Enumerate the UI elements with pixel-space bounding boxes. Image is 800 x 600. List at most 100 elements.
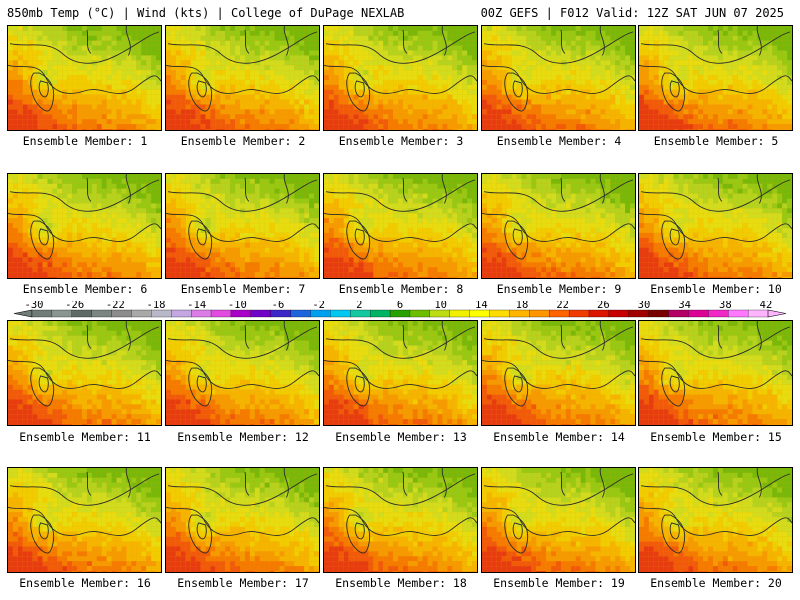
ensemble-member-caption: Ensemble Member: 9 xyxy=(496,282,622,296)
colorbar-swatch xyxy=(688,309,709,318)
ensemble-member-caption: Ensemble Member: 6 xyxy=(22,282,148,296)
colorbar-swatch xyxy=(131,309,152,318)
colorbar-swatch xyxy=(588,309,610,318)
colorbar-swatch xyxy=(389,309,411,318)
colorbar-swatch xyxy=(489,309,510,318)
colorbar-swatch xyxy=(171,309,192,318)
ensemble-member-map xyxy=(7,467,162,573)
ensemble-member-map xyxy=(638,320,793,426)
ensemble-member-map xyxy=(323,25,478,131)
colorbar-tick-label: 26 xyxy=(597,301,610,311)
colorbar-tick-label: -2 xyxy=(312,301,325,311)
ensemble-member-caption: Ensemble Member: 13 xyxy=(335,430,467,444)
colorbar-tick-label: -26 xyxy=(65,301,84,311)
colorbar-tick-label: -30 xyxy=(25,301,44,311)
colorbar-swatch xyxy=(91,309,113,318)
ensemble-member-map xyxy=(165,25,320,131)
colorbar-swatch xyxy=(330,309,351,318)
ensemble-member-map xyxy=(638,25,793,131)
colorbar-swatch xyxy=(568,309,590,318)
colorbar-tick-label: -22 xyxy=(106,301,125,311)
ensemble-member-map xyxy=(7,173,162,279)
colorbar-swatch xyxy=(728,309,749,318)
colorbar-swatch xyxy=(469,309,490,318)
colorbar-swatch xyxy=(310,309,331,318)
run-valid-time: 00Z GEFS | F012 Valid: 12Z SAT JUN 07 20… xyxy=(480,6,784,20)
colorbar-swatch xyxy=(290,309,311,318)
colorbar-swatch xyxy=(31,309,53,318)
colorbar-tick-label: 42 xyxy=(760,301,773,311)
colorbar-swatch xyxy=(210,309,232,318)
colorbar-swatch xyxy=(151,309,172,318)
ensemble-member-map xyxy=(323,173,478,279)
colorbar-tick-label: 18 xyxy=(516,301,529,311)
ensemble-member-caption: Ensemble Member: 16 xyxy=(19,576,151,590)
ensemble-member-caption: Ensemble Member: 18 xyxy=(335,576,467,590)
ensemble-member-map xyxy=(481,25,636,131)
ensemble-member-map xyxy=(165,320,320,426)
colorbar-tick-label: -10 xyxy=(228,301,247,311)
colorbar-swatch xyxy=(71,309,93,318)
colorbar-swatch xyxy=(668,309,689,318)
colorbar-swatch xyxy=(230,309,252,318)
ensemble-member-map xyxy=(7,25,162,131)
ensemble-member-caption: Ensemble Member: 15 xyxy=(650,430,782,444)
ensemble-member-caption: Ensemble Member: 8 xyxy=(338,282,464,296)
ensemble-member-caption: Ensemble Member: 7 xyxy=(180,282,306,296)
ensemble-member-map xyxy=(638,173,793,279)
ensemble-member-caption: Ensemble Member: 3 xyxy=(338,134,464,148)
ensemble-member-caption: Ensemble Member: 1 xyxy=(22,134,148,148)
colorbar-swatch xyxy=(648,309,669,318)
colorbar-swatch xyxy=(509,309,530,318)
ensemble-member-map xyxy=(323,467,478,573)
ensemble-member-map xyxy=(481,173,636,279)
ensemble-member-caption: Ensemble Member: 19 xyxy=(493,576,625,590)
colorbar-swatch xyxy=(429,309,451,318)
colorbar-swatch xyxy=(747,309,769,318)
colorbar-swatch xyxy=(529,309,550,318)
colorbar-swatch xyxy=(549,309,570,318)
colorbar-swatch xyxy=(350,309,371,318)
ensemble-member-caption: Ensemble Member: 14 xyxy=(493,430,625,444)
colorbar-high-arrow xyxy=(767,309,786,318)
colorbar-swatch xyxy=(409,309,431,318)
ensemble-member-caption: Ensemble Member: 20 xyxy=(650,576,782,590)
temperature-colorbar: -30 -26 -22 -18 -14 -10 -6 -2 2 6 10 14 18 22 26 30 34 38… xyxy=(14,301,786,318)
ensemble-member-caption: Ensemble Member: 2 xyxy=(180,134,306,148)
colorbar-tick-label: 14 xyxy=(475,301,488,311)
ensemble-member-caption: Ensemble Member: 17 xyxy=(177,576,309,590)
colorbar-tick-label: -6 xyxy=(272,301,285,311)
colorbar-swatch xyxy=(370,309,391,318)
ensemble-member-map xyxy=(7,320,162,426)
colorbar-tick-label: 2 xyxy=(356,301,362,311)
colorbar-swatch xyxy=(51,309,73,318)
colorbar-low-arrow xyxy=(14,309,33,318)
ensemble-member-caption: Ensemble Member: 11 xyxy=(19,430,151,444)
colorbar-swatch xyxy=(111,309,132,318)
colorbar-tick-label: 22 xyxy=(556,301,569,311)
ensemble-member-map xyxy=(481,320,636,426)
colorbar-swatch xyxy=(449,309,471,318)
colorbar-swatch xyxy=(250,309,272,318)
colorbar-tick-label: 6 xyxy=(397,301,403,311)
colorbar-swatch xyxy=(608,309,630,318)
ensemble-member-caption: Ensemble Member: 5 xyxy=(653,134,779,148)
colorbar-tick-label: -14 xyxy=(187,301,206,311)
ensemble-member-map xyxy=(481,467,636,573)
colorbar-swatch xyxy=(708,309,729,318)
colorbar-tick-label: 34 xyxy=(678,301,691,311)
map-title: 850mb Temp (°C) | Wind (kts) | College o… xyxy=(7,6,405,20)
ensemble-member-map xyxy=(165,467,320,573)
colorbar-swatch xyxy=(190,309,212,318)
colorbar-swatch xyxy=(270,309,292,318)
ensemble-member-map xyxy=(638,467,793,573)
ensemble-member-caption: Ensemble Member: 10 xyxy=(650,282,782,296)
ensemble-member-caption: Ensemble Member: 4 xyxy=(496,134,622,148)
ensemble-member-caption: Ensemble Member: 12 xyxy=(177,430,309,444)
colorbar-swatch xyxy=(628,309,650,318)
ensemble-member-map xyxy=(165,173,320,279)
colorbar-tick-label: 30 xyxy=(638,301,651,311)
colorbar-tick-label: -18 xyxy=(147,301,166,311)
ensemble-member-map xyxy=(323,320,478,426)
colorbar-tick-label: 10 xyxy=(434,301,447,311)
